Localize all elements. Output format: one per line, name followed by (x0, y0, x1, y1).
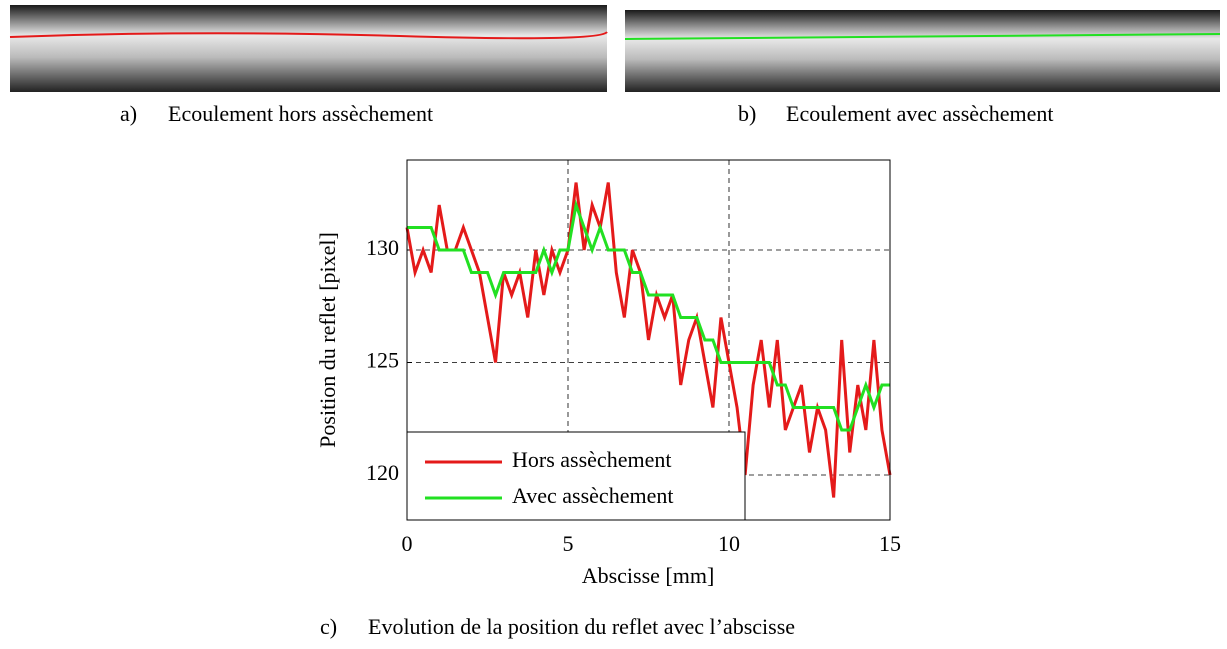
legend-label: Hors assèchement (512, 447, 671, 472)
x-tick-label: 15 (879, 531, 901, 556)
x-tick-label: 5 (563, 531, 574, 556)
legend-label: Avec assèchement (512, 483, 673, 508)
caption-label: a) (120, 101, 137, 126)
photo-a (10, 5, 607, 92)
photo-b (625, 10, 1220, 92)
legend-box (406, 431, 746, 521)
x-axis-label: Abscisse [mm] (582, 563, 715, 588)
y-tick-label: 120 (366, 460, 399, 485)
y-tick-label: 125 (366, 348, 399, 373)
caption-text: Evolution de la position du reflet avec … (368, 614, 795, 639)
caption-label: b) (738, 101, 756, 126)
series-line (407, 199, 890, 432)
caption-text: Ecoulement avec assèchement (786, 101, 1054, 126)
photo-b-edge (624, 33, 1221, 40)
caption-text: Ecoulement hors assèchement (168, 101, 433, 126)
caption-label: c) (320, 614, 337, 639)
photo-a-edge (9, 31, 608, 40)
series-line (405, 182, 892, 498)
y-tick-label: 130 (366, 235, 399, 260)
y-axis-label: Position du reflet [pixel] (315, 232, 340, 448)
x-tick-label: 10 (718, 531, 740, 556)
x-tick-label: 0 (402, 531, 413, 556)
